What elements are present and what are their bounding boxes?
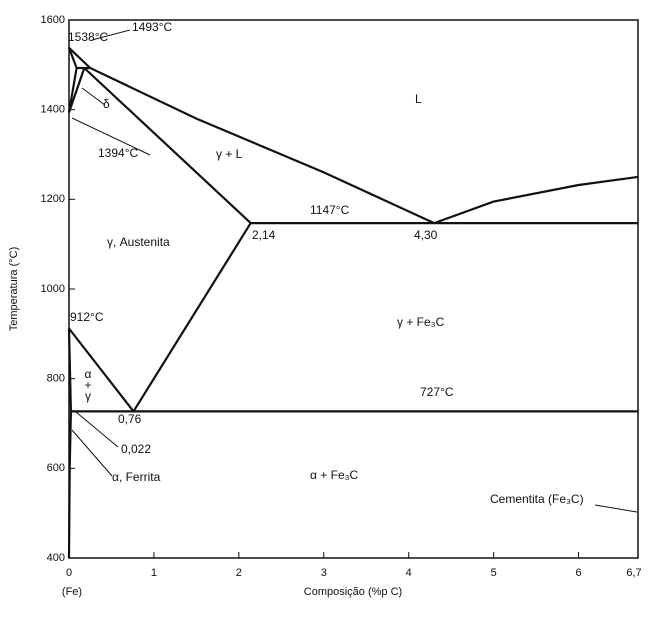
y-tick-label: 600	[47, 462, 65, 474]
annotation: 0,76	[118, 412, 142, 426]
annotation: α + Fe₃C	[310, 468, 359, 482]
y-tick-label: 800	[47, 373, 65, 385]
annotation: 4,30	[414, 228, 438, 242]
phase-boundary	[67, 67, 86, 113]
y-tick-label: 400	[47, 552, 65, 564]
x-tick-label: 1	[151, 567, 157, 579]
x-tick-label: 4	[406, 567, 412, 579]
annotation: L	[415, 92, 422, 106]
x-tick-label: 3	[321, 567, 327, 579]
annotation: Cementita (Fe₃C)	[490, 492, 584, 506]
annotation: +	[84, 378, 91, 392]
pointer-line	[594, 504, 638, 513]
annotation: 1147°C	[310, 203, 350, 217]
x-axis-label: Composição (%p C)	[304, 586, 402, 598]
x-tick-label: 5	[491, 567, 497, 579]
pointer-line	[71, 117, 151, 156]
annotation: γ + Fe₃C	[397, 315, 445, 329]
annotation: α	[85, 367, 92, 381]
pointer-line	[71, 429, 113, 477]
x-tick-label: 6	[575, 567, 581, 579]
y-axis-label: Temperatura (°C)	[8, 247, 20, 331]
annotation: 1493°C	[132, 20, 172, 34]
y-tick-label: 1400	[41, 104, 65, 116]
phase-boundary	[83, 67, 252, 224]
y-tick-label: 1000	[41, 283, 65, 295]
annotation: 1538°C	[68, 30, 108, 44]
phase-boundary	[67, 47, 78, 69]
x-tick-label: 6,7	[626, 567, 641, 579]
pointer-line	[75, 411, 119, 448]
annotation: α, Ferrita	[112, 470, 161, 484]
annotation: 727°C	[420, 385, 454, 399]
annotation: γ, Austenita	[107, 235, 170, 249]
annotation: 912°C	[70, 310, 104, 324]
annotation: γ + L	[216, 147, 243, 161]
y-tick-label: 1600	[41, 14, 65, 26]
phase-boundary	[67, 328, 72, 412]
phase-boundary	[433, 175, 639, 225]
y-tick-label: 1200	[41, 193, 65, 205]
annotation: δ	[103, 97, 110, 111]
phase-boundary	[68, 47, 435, 225]
x-tick-label: 0	[66, 567, 72, 579]
x-tick-label: 2	[236, 567, 242, 579]
pointer-line	[91, 29, 131, 41]
annotation: γ	[85, 389, 91, 403]
pointer-line	[81, 87, 106, 106]
x-origin-label: (Fe)	[62, 586, 82, 598]
annotation: 1394°C	[98, 146, 138, 160]
phase-boundary	[67, 411, 72, 559]
phase-boundary	[68, 327, 135, 413]
annotation: 2,14	[252, 228, 276, 242]
phase-boundary	[132, 222, 252, 412]
annotation: 0,022	[121, 442, 151, 456]
phase-boundary	[67, 67, 78, 113]
